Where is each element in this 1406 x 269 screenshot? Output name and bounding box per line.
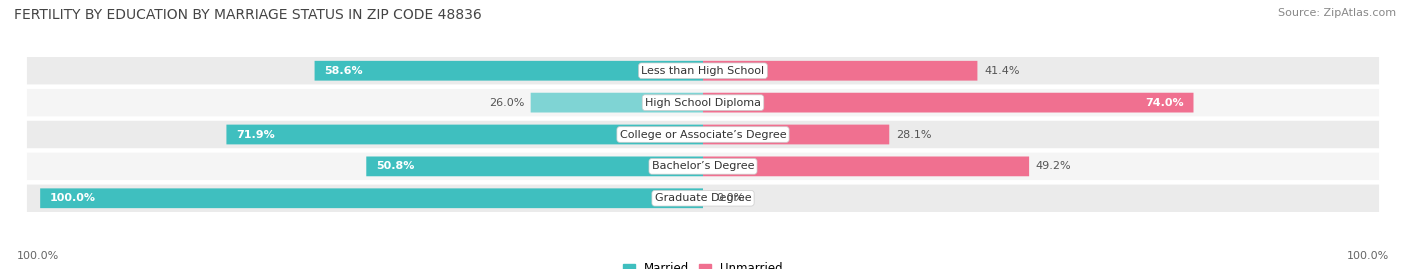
FancyBboxPatch shape — [367, 157, 703, 176]
Text: Less than High School: Less than High School — [641, 66, 765, 76]
Text: 100.0%: 100.0% — [51, 193, 96, 203]
Text: 100.0%: 100.0% — [1347, 251, 1389, 261]
FancyBboxPatch shape — [27, 57, 1379, 84]
Text: High School Diploma: High School Diploma — [645, 98, 761, 108]
Text: Graduate Degree: Graduate Degree — [655, 193, 751, 203]
Text: 74.0%: 74.0% — [1144, 98, 1184, 108]
FancyBboxPatch shape — [703, 125, 889, 144]
FancyBboxPatch shape — [530, 93, 703, 112]
Text: 71.9%: 71.9% — [236, 129, 276, 140]
FancyBboxPatch shape — [41, 188, 703, 208]
Text: 26.0%: 26.0% — [489, 98, 524, 108]
Text: 0.0%: 0.0% — [716, 193, 745, 203]
Text: 50.8%: 50.8% — [377, 161, 415, 171]
Text: College or Associate’s Degree: College or Associate’s Degree — [620, 129, 786, 140]
FancyBboxPatch shape — [27, 153, 1379, 180]
FancyBboxPatch shape — [703, 157, 1029, 176]
Text: 100.0%: 100.0% — [17, 251, 59, 261]
Legend: Married, Unmarried: Married, Unmarried — [619, 258, 787, 269]
Text: 41.4%: 41.4% — [984, 66, 1019, 76]
FancyBboxPatch shape — [27, 89, 1379, 116]
Text: 49.2%: 49.2% — [1036, 161, 1071, 171]
FancyBboxPatch shape — [703, 93, 1194, 112]
FancyBboxPatch shape — [27, 121, 1379, 148]
FancyBboxPatch shape — [226, 125, 703, 144]
FancyBboxPatch shape — [315, 61, 703, 81]
Text: 28.1%: 28.1% — [896, 129, 931, 140]
Text: Bachelor’s Degree: Bachelor’s Degree — [652, 161, 754, 171]
Text: Source: ZipAtlas.com: Source: ZipAtlas.com — [1278, 8, 1396, 18]
FancyBboxPatch shape — [27, 185, 1379, 212]
Text: FERTILITY BY EDUCATION BY MARRIAGE STATUS IN ZIP CODE 48836: FERTILITY BY EDUCATION BY MARRIAGE STATU… — [14, 8, 482, 22]
Text: 58.6%: 58.6% — [325, 66, 363, 76]
FancyBboxPatch shape — [703, 61, 977, 81]
